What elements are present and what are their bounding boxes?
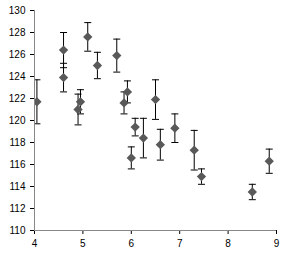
svg-text:120: 120 [9, 115, 26, 126]
svg-text:112: 112 [10, 203, 26, 214]
svg-text:116: 116 [10, 159, 26, 170]
svg-text:110: 110 [10, 225, 26, 236]
svg-text:126: 126 [9, 49, 26, 60]
svg-text:122: 122 [9, 93, 26, 104]
svg-text:7: 7 [177, 238, 183, 249]
svg-text:4: 4 [32, 238, 38, 249]
svg-text:124: 124 [9, 71, 26, 82]
svg-text:5: 5 [80, 238, 86, 249]
svg-text:128: 128 [9, 27, 26, 38]
svg-text:114: 114 [10, 181, 26, 192]
svg-text:8: 8 [225, 238, 231, 249]
svg-text:130: 130 [9, 5, 26, 16]
svg-text:9: 9 [274, 238, 280, 249]
svg-text:6: 6 [129, 238, 135, 249]
svg-text:118: 118 [10, 137, 26, 148]
